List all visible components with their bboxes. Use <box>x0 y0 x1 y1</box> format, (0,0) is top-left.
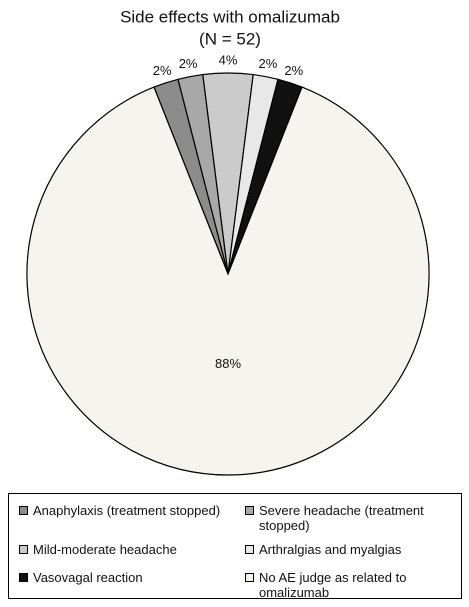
legend-swatch <box>19 573 28 582</box>
legend-swatch <box>245 545 254 554</box>
legend: Anaphylaxis (treatment stopped) Severe he… <box>8 493 462 600</box>
data-label: 88% <box>215 356 241 371</box>
legend-label: Mild-moderate headache <box>33 542 177 557</box>
data-label: 2% <box>259 56 278 71</box>
legend-label: Arthralgias and myalgias <box>259 542 402 557</box>
legend-item: Vasovagal reaction <box>19 570 233 585</box>
chart: Side effects with omalizumab (N = 52) 2%… <box>26 7 430 476</box>
legend-label: No AE judge as related to omalizumab <box>259 570 407 600</box>
legend-label: Vasovagal reaction <box>33 570 143 585</box>
data-label: 2% <box>153 63 172 78</box>
legend-label: Severe headache (treatment stopped) <box>259 503 424 533</box>
pie-slice <box>26 86 430 476</box>
legend-swatch <box>19 545 28 554</box>
legend-item: No AE judge as related to omalizumab <box>245 570 459 600</box>
legend-label: Anaphylaxis (treatment stopped) <box>33 503 221 518</box>
legend-item: Arthralgias and myalgias <box>245 542 459 557</box>
chart-title: Side effects with omalizumab <box>120 7 340 26</box>
chart-subtitle: (N = 52) <box>199 29 261 48</box>
legend-item: Severe headache (treatment stopped) <box>245 503 459 533</box>
legend-item: Anaphylaxis (treatment stopped) <box>19 503 233 518</box>
data-label: 4% <box>219 52 238 67</box>
data-label: 2% <box>284 63 303 78</box>
legend-item: Mild-moderate headache <box>19 542 233 557</box>
legend-swatch <box>19 506 28 515</box>
data-label: 2% <box>179 56 198 71</box>
legend-swatch <box>245 573 254 582</box>
legend-swatch <box>245 506 254 515</box>
